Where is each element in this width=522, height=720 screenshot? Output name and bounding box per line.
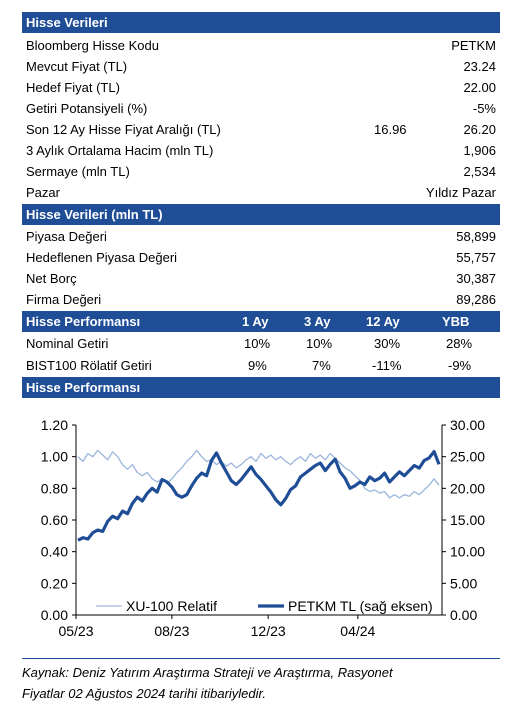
row-capital: Sermaye (mln TL) 2,534 <box>22 161 500 182</box>
legend-label-petkm: PETKM TL (sağ eksen) <box>288 598 433 614</box>
row-value: 55,757 <box>456 250 496 265</box>
row-value: 23.24 <box>463 59 496 74</box>
row-label: Sermaye (mln TL) <box>26 164 130 179</box>
row-value: 1,906 <box>463 143 496 158</box>
x-tick-label: 12/23 <box>251 623 286 639</box>
row-nominal-return: Nominal Getiri 10% 10% 30% 28% <box>22 333 500 354</box>
row-label: Mevcut Fiyat (TL) <box>26 59 128 74</box>
section-title: Hisse Performansı <box>26 380 141 395</box>
section-header-performance-chart: Hisse Performansı <box>22 377 500 398</box>
series-line-petkm <box>77 449 441 542</box>
row-net-debt: Net Borç 30,387 <box>22 268 500 289</box>
column-header-ytd: YBB <box>442 314 470 329</box>
row-value: PETKM <box>451 38 496 53</box>
source-line-2: Fiyatlar 02 Ağustos 2024 tarihi itibariy… <box>22 686 266 701</box>
row-label: Piyasa Değeri <box>26 229 107 244</box>
section-header-stock-data-mln: Hisse Verileri (mln TL) <box>22 204 500 225</box>
row-market-cap: Piyasa Değeri 58,899 <box>22 226 500 247</box>
y-left-tick-label: 1.20 <box>41 417 68 433</box>
source-note: Kaynak: Deniz Yatırım Araştırma Strateji… <box>22 662 500 704</box>
row-label: Pazar <box>26 185 60 200</box>
y-left-tick-label: 1.00 <box>41 449 68 465</box>
row-value: 89,286 <box>456 292 496 307</box>
row-label: Getiri Potansiyeli (%) <box>26 101 148 116</box>
row-value: 58,899 <box>456 229 496 244</box>
row-return-potential: Getiri Potansiyeli (%) -5% <box>22 98 500 119</box>
x-tick-label: 05/23 <box>58 623 93 639</box>
row-label: 3 Aylık Ortalama Hacim (mln TL) <box>26 143 214 158</box>
row-relative-return: BIST100 Rölatif Getiri 9% 7% -11% -9% <box>22 355 500 376</box>
row-label: Hedeflenen Piyasa Değeri <box>26 250 178 265</box>
cell-3m: 7% <box>312 358 331 373</box>
cell-1m: 10% <box>244 336 271 351</box>
x-tick-label: 08/23 <box>154 623 189 639</box>
row-market: Pazar Yıldız Pazar <box>22 182 500 203</box>
row-label: Firma Değeri <box>26 292 102 307</box>
row-target-price: Hedef Fiyat (TL) 22.00 <box>22 77 500 98</box>
cell-12m: -11% <box>372 358 402 373</box>
y-right-tick-label: 25.00 <box>450 449 485 465</box>
row-target-market-cap: Hedeflenen Piyasa Değeri 55,757 <box>22 247 500 268</box>
y-right-tick-label: 30.00 <box>450 417 485 433</box>
section-header-performance-table: Hisse Performansı 1 Ay 3 Ay 12 Ay YBB <box>22 311 500 332</box>
source-line-1: Kaynak: Deniz Yatırım Araştırma Strateji… <box>22 665 393 680</box>
row-value: Yıldız Pazar <box>425 185 496 200</box>
section-title: Hisse Verileri (mln TL) <box>26 207 163 222</box>
row-value: -5% <box>472 101 496 116</box>
source-divider <box>22 658 500 659</box>
row-bloomberg-code: Bloomberg Hisse Kodu PETKM <box>22 35 500 56</box>
y-left-tick-label: 0.00 <box>41 607 68 623</box>
row-label: Nominal Getiri <box>26 336 109 351</box>
y-left-tick-label: 0.20 <box>41 575 68 591</box>
row-avg-volume: 3 Aylık Ortalama Hacim (mln TL) 1,906 <box>22 140 500 161</box>
column-header-3m: 3 Ay <box>304 314 331 329</box>
row-value: 26.20 <box>463 122 496 137</box>
row-label: Bloomberg Hisse Kodu <box>26 38 159 53</box>
row-label: Net Borç <box>26 271 77 286</box>
section-header-stock-data: Hisse Verileri <box>22 12 500 33</box>
row-enterprise-value: Firma Değeri 89,286 <box>22 289 500 310</box>
cell-ytd: -9% <box>448 358 472 373</box>
row-value: 30,387 <box>456 271 496 286</box>
series-line-xu100 <box>77 449 440 499</box>
row-label: Hedef Fiyat (TL) <box>26 80 120 95</box>
y-left-tick-label: 0.60 <box>41 512 68 528</box>
row-price-range: Son 12 Ay Hisse Fiyat Aralığı (TL) 16.96… <box>22 119 500 140</box>
row-current-price: Mevcut Fiyat (TL) 23.24 <box>22 56 500 77</box>
section-title: Hisse Verileri <box>26 15 108 30</box>
legend-label-xu100: XU-100 Relatif <box>126 598 217 614</box>
row-label: BIST100 Rölatif Getiri <box>26 358 152 373</box>
row-value: 2,534 <box>463 164 496 179</box>
y-right-tick-label: 5.00 <box>450 575 477 591</box>
performance-chart: 1.20 30.00 1.00 25.00 0.80 20.00 0.60 15.00 0.40… <box>41 417 485 639</box>
cell-12m: 30% <box>374 336 401 351</box>
y-right-tick-label: 0.00 <box>450 607 477 623</box>
y-left-tick-label: 0.80 <box>41 480 68 496</box>
y-right-tick-label: 15.00 <box>450 512 485 528</box>
section-title: Hisse Performansı <box>26 314 141 329</box>
y-left-tick-label: 0.40 <box>41 544 68 560</box>
y-right-tick-label: 10.00 <box>450 544 485 560</box>
cell-1m: 9% <box>248 358 267 373</box>
cell-ytd: 28% <box>446 336 473 351</box>
x-tick-label: 04/24 <box>340 623 375 639</box>
column-header-12m: 12 Ay <box>366 314 400 329</box>
row-label: Son 12 Ay Hisse Fiyat Aralığı (TL) <box>26 122 221 137</box>
column-header-1m: 1 Ay <box>242 314 269 329</box>
row-value: 22.00 <box>463 80 496 95</box>
y-right-tick-label: 20.00 <box>450 480 485 496</box>
cell-3m: 10% <box>306 336 333 351</box>
row-low-value: 16.96 <box>374 122 407 137</box>
